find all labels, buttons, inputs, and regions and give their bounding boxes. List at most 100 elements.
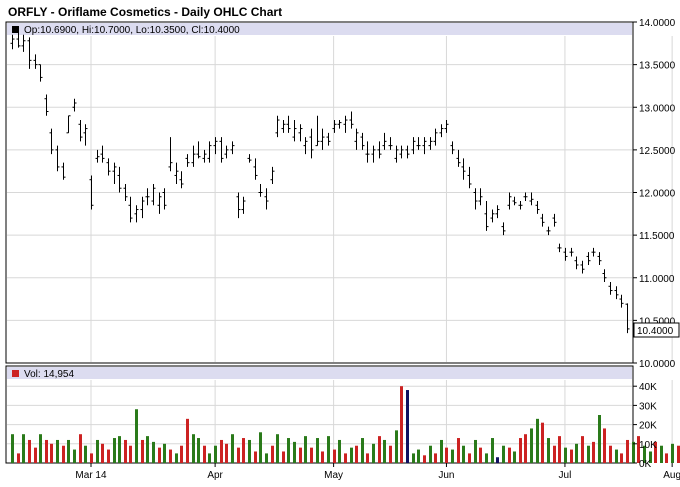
volume-bar [118, 436, 121, 463]
volume-bar [440, 439, 443, 463]
volume-bar [135, 409, 138, 463]
volume-bar [248, 439, 251, 463]
last-price-box [633, 322, 680, 338]
volume-bar [429, 445, 432, 463]
ohlc-bar [326, 132, 331, 146]
ohlc-bar [106, 158, 111, 176]
ohlc-bar [196, 141, 201, 159]
ohlc-bar [349, 111, 354, 129]
ohlc-bar [207, 141, 212, 163]
ohlc-bar [151, 183, 156, 206]
ohlc-bar [540, 213, 545, 227]
price-info-bar [7, 23, 632, 35]
ohlc-bar [224, 145, 229, 159]
ohlc-bar [292, 120, 297, 142]
ohlc-bar [535, 201, 540, 214]
ohlc-bar [61, 162, 66, 180]
date-label: May [324, 470, 343, 481]
volume-bar [276, 434, 279, 463]
volume-bar [570, 449, 573, 463]
volume-bar [496, 457, 499, 463]
date-label: Jul [559, 470, 572, 481]
ohlc-bar [117, 166, 122, 193]
ohlc-bar [83, 124, 88, 146]
ohlc-bar [309, 128, 314, 159]
volume-bar [660, 445, 663, 463]
ohlc-bar [394, 145, 399, 163]
volume-bar [321, 451, 324, 463]
ohlc-bar [478, 188, 483, 206]
ohlc-bar [185, 154, 190, 167]
ohlc-bar [38, 64, 43, 82]
volume-bar [485, 453, 488, 463]
volume-bar [344, 453, 347, 463]
ohlc-bar [230, 141, 235, 155]
volume-bar [231, 434, 234, 463]
price-tick-label: 13.0000 [639, 103, 676, 114]
volume-bar [491, 438, 494, 463]
volume-bar [169, 449, 172, 463]
ohlc-bar [563, 247, 568, 261]
ohlc-bar [72, 98, 77, 112]
ohlc-bar [162, 188, 167, 210]
ohlc-bar [507, 192, 512, 210]
ohlc-bar [191, 145, 196, 167]
ohlc-bar [337, 120, 342, 129]
volume-bar [643, 445, 646, 463]
volume-bar [372, 443, 375, 463]
volume-bar [519, 438, 522, 463]
ohlc-bar [456, 149, 461, 167]
volume-bar [423, 455, 426, 463]
volume-info-bar [7, 367, 632, 379]
ohlc-bar [602, 269, 607, 283]
volume-bar [220, 439, 223, 463]
ohlc-bar [10, 34, 15, 50]
volume-bar [299, 447, 302, 463]
volume-bar [39, 434, 42, 463]
ohlc-bar [580, 260, 585, 274]
volume-bar [581, 436, 584, 463]
ohlc-bar [128, 196, 133, 223]
ohlc-bar [444, 120, 449, 133]
volume-bar [451, 449, 454, 463]
ohlc-bar [270, 166, 275, 184]
ohlc-bar [625, 303, 630, 334]
volume-bar [389, 445, 392, 463]
price-tick-label: 10.0000 [639, 359, 676, 370]
volume-bar [73, 449, 76, 463]
ohlc-bar [258, 183, 263, 197]
ohlc-bar [33, 54, 38, 69]
volume-bar [225, 443, 228, 463]
volume-bar [56, 439, 59, 463]
volume-bar [479, 447, 482, 463]
volume-bar [536, 418, 539, 463]
ohlc-bar [512, 196, 517, 206]
volume-bar [180, 445, 183, 463]
ohlc-bar [371, 145, 376, 163]
ohlc-bar [16, 32, 21, 48]
volume-bar [192, 434, 195, 463]
last-price-label: 10.4000 [637, 326, 674, 337]
volume-bar [96, 439, 99, 463]
volume-bar [186, 418, 189, 463]
ohlc-bar [422, 137, 427, 155]
volume-bar [677, 445, 680, 463]
volume-bar [90, 453, 93, 463]
ohlc-bar [44, 94, 49, 116]
ohlc-bar [140, 196, 145, 219]
volume-bar [146, 436, 149, 463]
volume-bar [214, 445, 217, 463]
volume-bar [462, 445, 465, 463]
ohlc-bar [411, 137, 416, 155]
price-tick-label: 12.0000 [639, 189, 676, 200]
volume-bar [355, 445, 358, 463]
price-axis: 10.0000 10.5000 11.0000 11.5000 12.0000 12.50… [633, 18, 676, 370]
ohlc-bar [21, 34, 26, 52]
ohlc-bar [123, 183, 128, 202]
volume-bar [22, 434, 25, 463]
volume-bar [293, 441, 296, 463]
volume-bar [175, 453, 178, 463]
volume-bar [468, 453, 471, 463]
ohlc-bar [597, 252, 602, 265]
volume-bar [28, 439, 31, 463]
